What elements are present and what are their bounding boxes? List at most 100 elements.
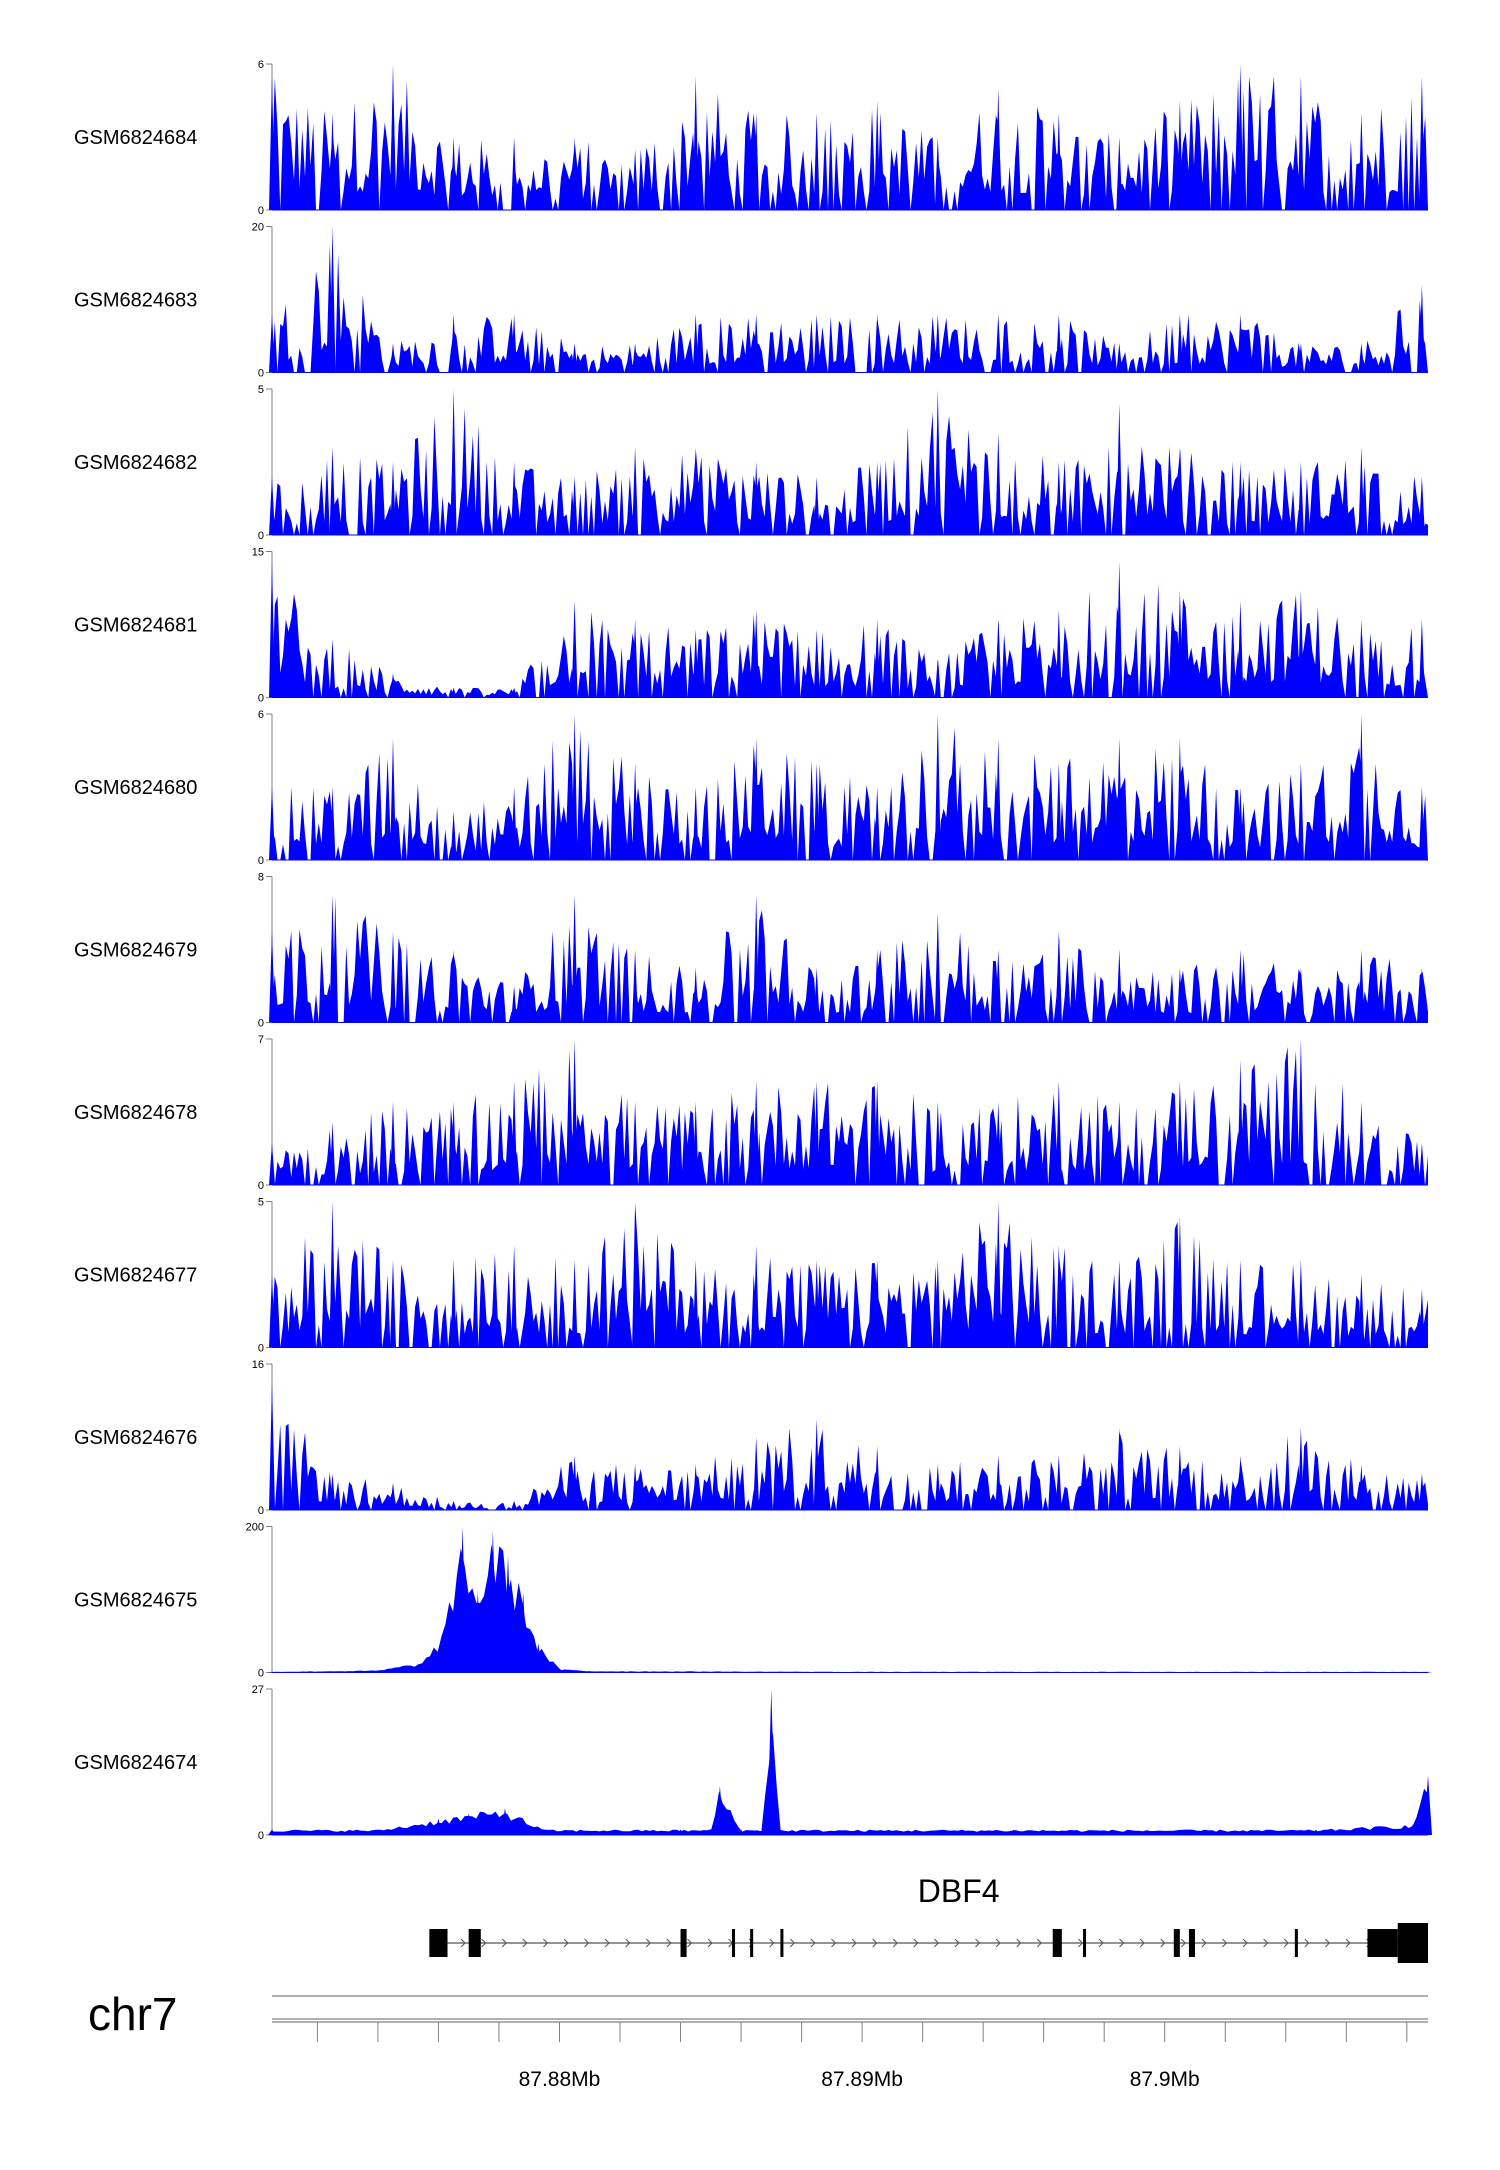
strand-arrow [913,1938,919,1948]
data-point [692,787,699,860]
data-point [269,1382,275,1510]
data-point [1358,447,1365,535]
data-point [753,894,760,1023]
chromosome-label: chr7 [88,1988,177,2040]
data-point [753,738,760,860]
gene-model: DBF4 [429,1873,1428,1963]
strand-arrow [851,1938,857,1948]
data-point [632,447,639,535]
data-point [934,1259,941,1348]
track-label: GSM6824676 [74,1427,197,1449]
data-point [995,619,1002,698]
data-point [934,714,941,860]
data-point [511,1080,518,1185]
data-point [1116,343,1123,373]
data-point [1237,462,1244,535]
strand-arrow [1016,1938,1022,1948]
y-max-label: 15 [252,547,264,559]
data-point [1176,1080,1183,1185]
signal-texture [272,1046,1428,1185]
track: GSM6824682 5 0 [74,384,1428,542]
data-point [519,1592,528,1673]
strand-arrow [1304,1938,1310,1948]
strand-arrow [1180,1938,1187,1948]
y-min-label: 0 [258,205,264,217]
data-point [1055,112,1062,210]
gene-name: DBF4 [918,1873,1000,1909]
data-point [1297,762,1304,860]
data-point [571,714,578,860]
strand-arrow [645,1938,651,1948]
track-label: GSM6824678 [74,1102,197,1124]
data-point [1237,600,1244,698]
strand-arrow [1324,1938,1331,1948]
y-max-label: 6 [258,59,264,71]
data-point [1176,967,1183,1023]
strand-arrow [1345,1938,1351,1948]
strand-arrow [687,1938,693,1948]
strand-arrow [604,1938,610,1948]
data-point [1176,1216,1183,1348]
data-point [329,639,336,698]
data-point [632,949,639,1023]
data-point [753,1245,760,1348]
y-min-label: 0 [258,1343,264,1355]
exon [1173,1929,1180,1957]
exon [1397,1923,1428,1963]
signal-texture [272,1543,1428,1673]
data-point [1418,1143,1425,1185]
data-point [329,1473,336,1510]
x-tick-label: 87.88Mb [519,2068,601,2091]
y-max-label: 6 [258,709,264,721]
strand-arrow [872,1938,878,1948]
track-label: GSM6824680 [74,777,197,799]
data-point [1358,714,1365,860]
data-point [767,1689,776,1835]
genomic-axis: chr7 87.88Mb 87.89Mb 87.9Mb [88,1988,1428,2091]
data-point [390,931,396,1023]
y-min-label: 0 [258,530,264,542]
data-point [1116,1427,1123,1510]
data-point [1055,462,1062,535]
data-point [995,1101,1002,1185]
strand-arrow [563,1938,569,1948]
data-point [390,1101,396,1185]
strand-arrow [975,1938,981,1948]
track: GSM6824683 20 0 [74,222,1428,380]
strand-arrow [810,1938,816,1948]
data-point [329,787,336,860]
data-point [874,787,881,860]
data-point [632,619,639,698]
data-point [874,1259,881,1348]
data-point [450,1259,457,1348]
data-point [1055,1245,1062,1348]
track: GSM6824674 27 0 [74,1684,1432,1842]
data-point [450,1101,457,1185]
strand-arrow [1283,1938,1289,1948]
exon [468,1929,481,1957]
data-point [1297,462,1304,535]
data-point [1418,1289,1425,1348]
data-point [571,1039,578,1185]
y-min-label: 0 [258,1180,264,1192]
data-point [934,314,941,373]
data-point [692,1464,699,1510]
data-point [1055,609,1062,698]
data-point [534,1643,543,1673]
data-point [1358,1464,1365,1510]
data-point [419,1661,428,1673]
track: GSM6824681 15 0 [74,547,1428,705]
data-point [813,314,820,373]
data-point [329,894,336,1023]
data-point [692,967,699,1023]
data-point [813,1080,820,1185]
data-point [753,1437,760,1510]
data-point [269,476,275,535]
data-point [934,1101,941,1185]
data-point [571,343,578,373]
data-point [632,149,639,210]
exon [680,1929,687,1957]
data-point [1176,1446,1183,1510]
data-point [632,343,639,373]
data-point [390,64,396,210]
